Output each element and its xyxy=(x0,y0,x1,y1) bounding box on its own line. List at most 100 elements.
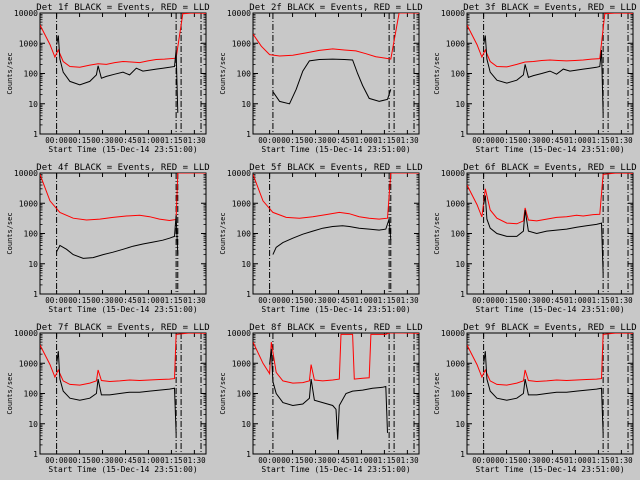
chart-title: Det 4f BLACK = Events, RED = LLD xyxy=(36,163,209,173)
y-tick-label: 1 xyxy=(33,290,38,299)
chart-title: Det 3f BLACK = Events, RED = LLD xyxy=(463,3,636,13)
series-events-line xyxy=(56,351,177,433)
x-tick-label: 00:15 xyxy=(281,296,304,305)
y-tick-label: 1000 xyxy=(446,199,465,208)
series-events-line xyxy=(272,218,392,255)
y-tick-label: 10 xyxy=(241,260,251,269)
y-tick-label: 10 xyxy=(455,100,465,109)
y-tick-label: 1 xyxy=(246,290,251,299)
y-tick-label: 1000 xyxy=(19,199,38,208)
x-tick-label: 01:30 xyxy=(610,296,633,305)
x-axis-label: Start Time (15-Dec-14 23:51:00) xyxy=(48,465,197,474)
x-tick-label: 00:30 xyxy=(91,296,114,305)
x-tick-label: 00:45 xyxy=(541,456,564,465)
y-tick-label: 10000 xyxy=(441,329,465,338)
x-tick-label: 00:45 xyxy=(541,136,564,145)
x-tick-label: 01:15 xyxy=(587,456,610,465)
x-axis-label: Start Time (15-Dec-14 23:51:00) xyxy=(261,305,410,314)
x-tick-label: 01:00 xyxy=(137,456,160,465)
y-tick-label: 1000 xyxy=(232,359,251,368)
x-tick-label: 01:15 xyxy=(373,456,396,465)
x-tick-label: 01:00 xyxy=(137,136,160,145)
x-tick-label: 00:15 xyxy=(68,456,91,465)
x-tick-label: 01:30 xyxy=(183,456,206,465)
y-tick-label: 1 xyxy=(246,130,251,139)
chart-panel-6: Det 6f BLACK = Events, RED = LLD 1 10 100 10… xyxy=(433,163,637,314)
chart-title: Det 5f BLACK = Events, RED = LLD xyxy=(249,163,422,173)
x-tick-label: 01:15 xyxy=(160,296,183,305)
y-tick-label: 10000 xyxy=(441,169,465,178)
y-tick-label: 1000 xyxy=(19,39,38,48)
y-tick-label: 10000 xyxy=(14,169,38,178)
x-axis-label: Start Time (15-Dec-14 23:51:00) xyxy=(48,305,197,314)
y-tick-label: 10000 xyxy=(227,9,251,18)
x-tick-label: 01:00 xyxy=(564,296,587,305)
x-tick-label: 00:30 xyxy=(304,456,327,465)
x-tick-label: 01:30 xyxy=(610,456,633,465)
x-tick-label: 01:15 xyxy=(373,136,396,145)
y-tick-label: 10000 xyxy=(441,9,465,18)
chart-panel-7: Det 7f BLACK = Events, RED = LLD 1 10 100 10… xyxy=(6,323,210,474)
x-tick-label: 00:45 xyxy=(541,296,564,305)
x-tick-label: 01:00 xyxy=(137,296,160,305)
chart-title: Det 2f BLACK = Events, RED = LLD xyxy=(249,3,422,13)
y-tick-label: 1000 xyxy=(232,39,251,48)
x-tick-label: 01:00 xyxy=(564,456,587,465)
chart-panel-3: Det 3f BLACK = Events, RED = LLD 1 10 100 10… xyxy=(433,3,637,154)
y-tick-label: 10 xyxy=(241,420,251,429)
x-tick-label: 00:00 xyxy=(258,456,281,465)
plot-frame xyxy=(252,172,420,295)
chart-title: Det 7f BLACK = Events, RED = LLD xyxy=(36,323,209,333)
y-tick-label: 1000 xyxy=(446,359,465,368)
y-tick-label: 1000 xyxy=(19,359,38,368)
x-tick-label: 01:30 xyxy=(183,136,206,145)
series-lld-line xyxy=(253,173,419,220)
y-tick-label: 100 xyxy=(24,70,39,79)
x-tick-label: 00:15 xyxy=(68,136,91,145)
x-tick-label: 01:00 xyxy=(350,296,373,305)
y-axis-label: Counts/sec xyxy=(219,212,227,254)
x-tick-label: 00:00 xyxy=(258,296,281,305)
x-tick-label: 00:30 xyxy=(304,136,327,145)
y-tick-label: 1000 xyxy=(446,39,465,48)
x-axis-label: Start Time (15-Dec-14 23:51:00) xyxy=(261,145,410,154)
x-tick-label: 00:45 xyxy=(327,296,350,305)
y-tick-label: 10 xyxy=(28,260,38,269)
x-tick-label: 00:15 xyxy=(495,136,518,145)
x-tick-label: 00:30 xyxy=(91,456,114,465)
x-tick-label: 00:15 xyxy=(281,136,304,145)
y-tick-label: 100 xyxy=(24,230,39,239)
chart-panel-5: Det 5f BLACK = Events, RED = LLD 1 10 100 10… xyxy=(219,163,423,314)
x-tick-label: 00:00 xyxy=(472,296,495,305)
series-lld-line xyxy=(253,13,419,60)
series-lld-line xyxy=(467,173,633,225)
y-tick-label: 10000 xyxy=(227,329,251,338)
x-axis-label: Start Time (15-Dec-14 23:51:00) xyxy=(475,145,624,154)
x-tick-label: 00:15 xyxy=(495,296,518,305)
x-tick-label: 01:30 xyxy=(396,136,419,145)
y-tick-label: 10 xyxy=(241,100,251,109)
x-tick-label: 00:30 xyxy=(304,296,327,305)
x-tick-label: 00:45 xyxy=(114,296,137,305)
y-tick-label: 10000 xyxy=(14,9,38,18)
y-axis-label: Counts/sec xyxy=(433,212,441,254)
y-axis-label: Counts/sec xyxy=(219,372,227,414)
y-tick-label: 10 xyxy=(28,420,38,429)
y-tick-label: 100 xyxy=(237,230,252,239)
x-tick-label: 00:30 xyxy=(91,136,114,145)
x-tick-label: 00:30 xyxy=(518,296,541,305)
y-axis-label: Counts/sec xyxy=(433,372,441,414)
x-axis-label: Start Time (15-Dec-14 23:51:00) xyxy=(475,305,624,314)
y-axis-label: Counts/sec xyxy=(433,52,441,94)
series-events-line xyxy=(272,58,392,105)
x-tick-label: 00:45 xyxy=(114,456,137,465)
x-tick-label: 01:30 xyxy=(396,456,419,465)
series-events-line xyxy=(483,195,604,273)
x-tick-label: 01:30 xyxy=(183,296,206,305)
x-tick-label: 01:00 xyxy=(350,136,373,145)
chart-title: Det 1f BLACK = Events, RED = LLD xyxy=(36,3,209,13)
y-tick-label: 100 xyxy=(451,390,466,399)
chart-title: Det 9f BLACK = Events, RED = LLD xyxy=(463,323,636,333)
series-lld-line xyxy=(40,333,206,386)
